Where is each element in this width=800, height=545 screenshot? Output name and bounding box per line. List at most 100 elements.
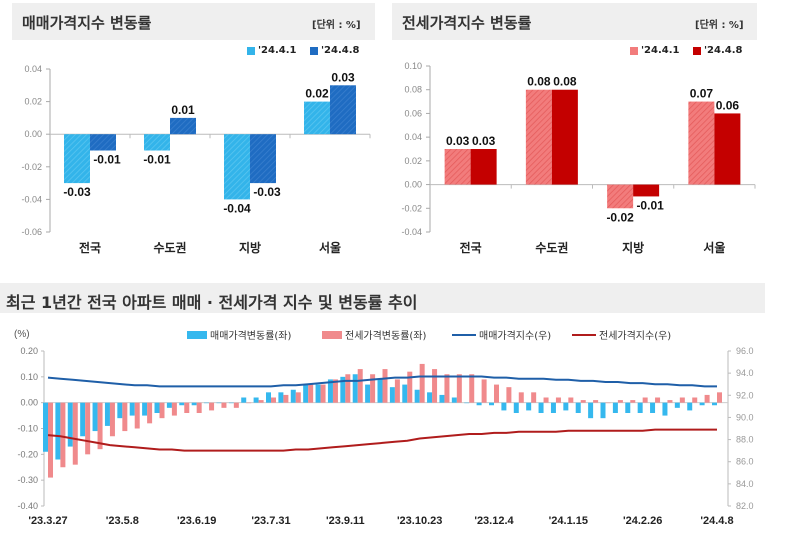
- trend-jeonse-rate-bar: [209, 402, 215, 411]
- trend-jeonse-rate-bar: [394, 379, 400, 403]
- trend-sale-rate-bar: [414, 389, 420, 403]
- jeonse-data-label: -0.01: [636, 198, 664, 212]
- trend-sale-rate-bar: [550, 402, 556, 413]
- trend-sale-rate-bar: [476, 402, 482, 406]
- jeonse-y-tick-label: -0.02: [401, 203, 422, 213]
- trend-jeonse-rate-bar: [531, 392, 537, 403]
- sale-panel-header: [12, 3, 375, 40]
- trend-jeonse-rate-bar: [555, 397, 561, 403]
- trend-jeonse-rate-bar: [655, 397, 661, 403]
- trend-jeonse-rate-bar: [456, 374, 462, 403]
- legend-label: 전세가격변동률(좌): [345, 331, 427, 342]
- trend-sale-rate-bar: [80, 402, 86, 437]
- sale-data-label: 0.03: [331, 70, 355, 84]
- sale-bar: [250, 134, 276, 184]
- trend-y-axis-label: (%): [14, 329, 30, 340]
- trend-x-tick-label: '23.3.27: [28, 515, 67, 527]
- legend-label: 전세가격지수(우): [599, 331, 672, 342]
- trend-jeonse-rate-bar: [345, 374, 351, 403]
- sale-y-tick-label: -0.06: [21, 227, 42, 237]
- trend-sale-rate-bar: [538, 402, 544, 413]
- trend-x-tick-label: '23.12.4: [474, 515, 514, 527]
- trend-jeonse-rate-bar: [109, 402, 115, 437]
- trend-sale-rate-bar: [526, 402, 532, 411]
- jeonse-panel-title: 전세가격지수 변동률: [402, 14, 532, 32]
- trend-sale-rate-bar: [278, 392, 284, 403]
- trend-sale-rate-bar: [712, 402, 717, 406]
- legend-swatch: [187, 330, 207, 339]
- trend-jeonse-rate-bar: [271, 397, 276, 403]
- jeonse-y-tick-label: 0.10: [404, 61, 422, 71]
- trend-jeonse-rate-bar: [704, 394, 710, 403]
- trend-jeonse-rate-bar: [630, 400, 636, 403]
- trend-jeonse-rate-bar: [122, 402, 128, 432]
- trend-sale-rate-bar: [43, 402, 48, 452]
- trend-jeonse-rate-bar: [171, 402, 177, 416]
- jeonse-unit-label: [단위 : %]: [695, 20, 744, 31]
- trend-jeonse-rate-bar: [444, 374, 450, 403]
- jeonse-y-tick-label: 0.08: [404, 85, 422, 95]
- trend-sale-rate-bar: [625, 402, 631, 413]
- trend-jeonse-rate-bar: [506, 387, 512, 403]
- trend-sale-rate-bar: [563, 402, 569, 411]
- trend-sale-rate-bar: [216, 402, 222, 404]
- trend-sale-rate-bar: [575, 402, 581, 413]
- trend-sale-rate-bar: [427, 392, 433, 403]
- sale-data-label: 0.01: [171, 103, 195, 117]
- trend-sale-rate-bar: [389, 387, 395, 403]
- jeonse-data-label: 0.08: [553, 75, 577, 89]
- sale-legend-item-0: '24.4.1: [247, 45, 297, 56]
- sale-data-label: -0.01: [143, 153, 171, 167]
- sale-data-label: -0.03: [253, 185, 281, 199]
- trend-panel-header: [0, 283, 765, 313]
- sale-category-label: 지방: [239, 240, 261, 255]
- jeonse-category-label: 서울: [703, 240, 725, 255]
- trend-sale-rate-bar: [204, 402, 210, 404]
- sale-y-tick-label: 0.00: [24, 129, 42, 139]
- trend-sale-rate-bar: [464, 402, 470, 404]
- trend-left-tick-label: -0.20: [17, 449, 38, 459]
- trend-sale-rate-bar: [588, 402, 594, 419]
- sale-y-tick-label: 0.04: [24, 64, 42, 74]
- trend-legend-jeonse-rate: 전세가격변동률(좌): [322, 327, 426, 342]
- trend-sale-rate-bar: [650, 402, 656, 413]
- trend-sale-rate-bar: [439, 394, 445, 403]
- sale-bar: [64, 134, 90, 184]
- trend-right-tick-label: 86.0: [736, 457, 754, 467]
- legend-label: '24.4.1: [258, 45, 297, 56]
- jeonse-category-label: 전국: [460, 240, 482, 255]
- trend-jeonse-rate-bar: [332, 379, 338, 403]
- jeonse-bar: [444, 149, 471, 185]
- jeonse-data-label: 0.06: [716, 98, 740, 112]
- trend-jeonse-rate-bar: [481, 379, 487, 403]
- sale-bar: [304, 101, 330, 135]
- sale-bar: [90, 134, 116, 151]
- trend-sale-rate-bar: [290, 389, 296, 403]
- trend-right-tick-label: 96.0: [736, 346, 754, 356]
- trend-jeonse-rate-bar: [295, 392, 301, 403]
- sale-bar: [144, 134, 170, 151]
- legend-swatch: [247, 46, 255, 55]
- trend-jeonse-rate-bar: [370, 374, 376, 403]
- trend-sale-rate-bar: [241, 397, 247, 403]
- trend-jeonse-rate-bar: [246, 402, 252, 404]
- sale-data-label: -0.01: [93, 153, 121, 167]
- sale-bar: [330, 85, 356, 135]
- trend-sale-rate-bar: [191, 402, 197, 406]
- trend-jeonse-rate-bar: [692, 397, 698, 403]
- legend-swatch: [310, 46, 318, 55]
- trend-jeonse-rate-bar: [283, 394, 289, 403]
- trend-sale-rate-bar: [637, 402, 643, 413]
- trend-x-tick-label: '23.7.31: [251, 515, 290, 527]
- trend-jeonse-rate-bar: [518, 392, 524, 403]
- jeonse-category-label: 지방: [622, 240, 644, 255]
- jeonse-bar: [633, 184, 660, 197]
- sale-y-tick-label: 0.02: [24, 97, 42, 107]
- trend-jeonse-rate-bar: [494, 384, 499, 403]
- trend-x-tick-label: '24.2.26: [623, 515, 662, 527]
- trend-x-tick-label: '24.4.8: [700, 515, 733, 527]
- trend-sale-rate-bar: [327, 379, 333, 403]
- trend-x-tick-label: '23.6.19: [177, 515, 216, 527]
- jeonse-y-tick-label: 0.04: [404, 132, 422, 142]
